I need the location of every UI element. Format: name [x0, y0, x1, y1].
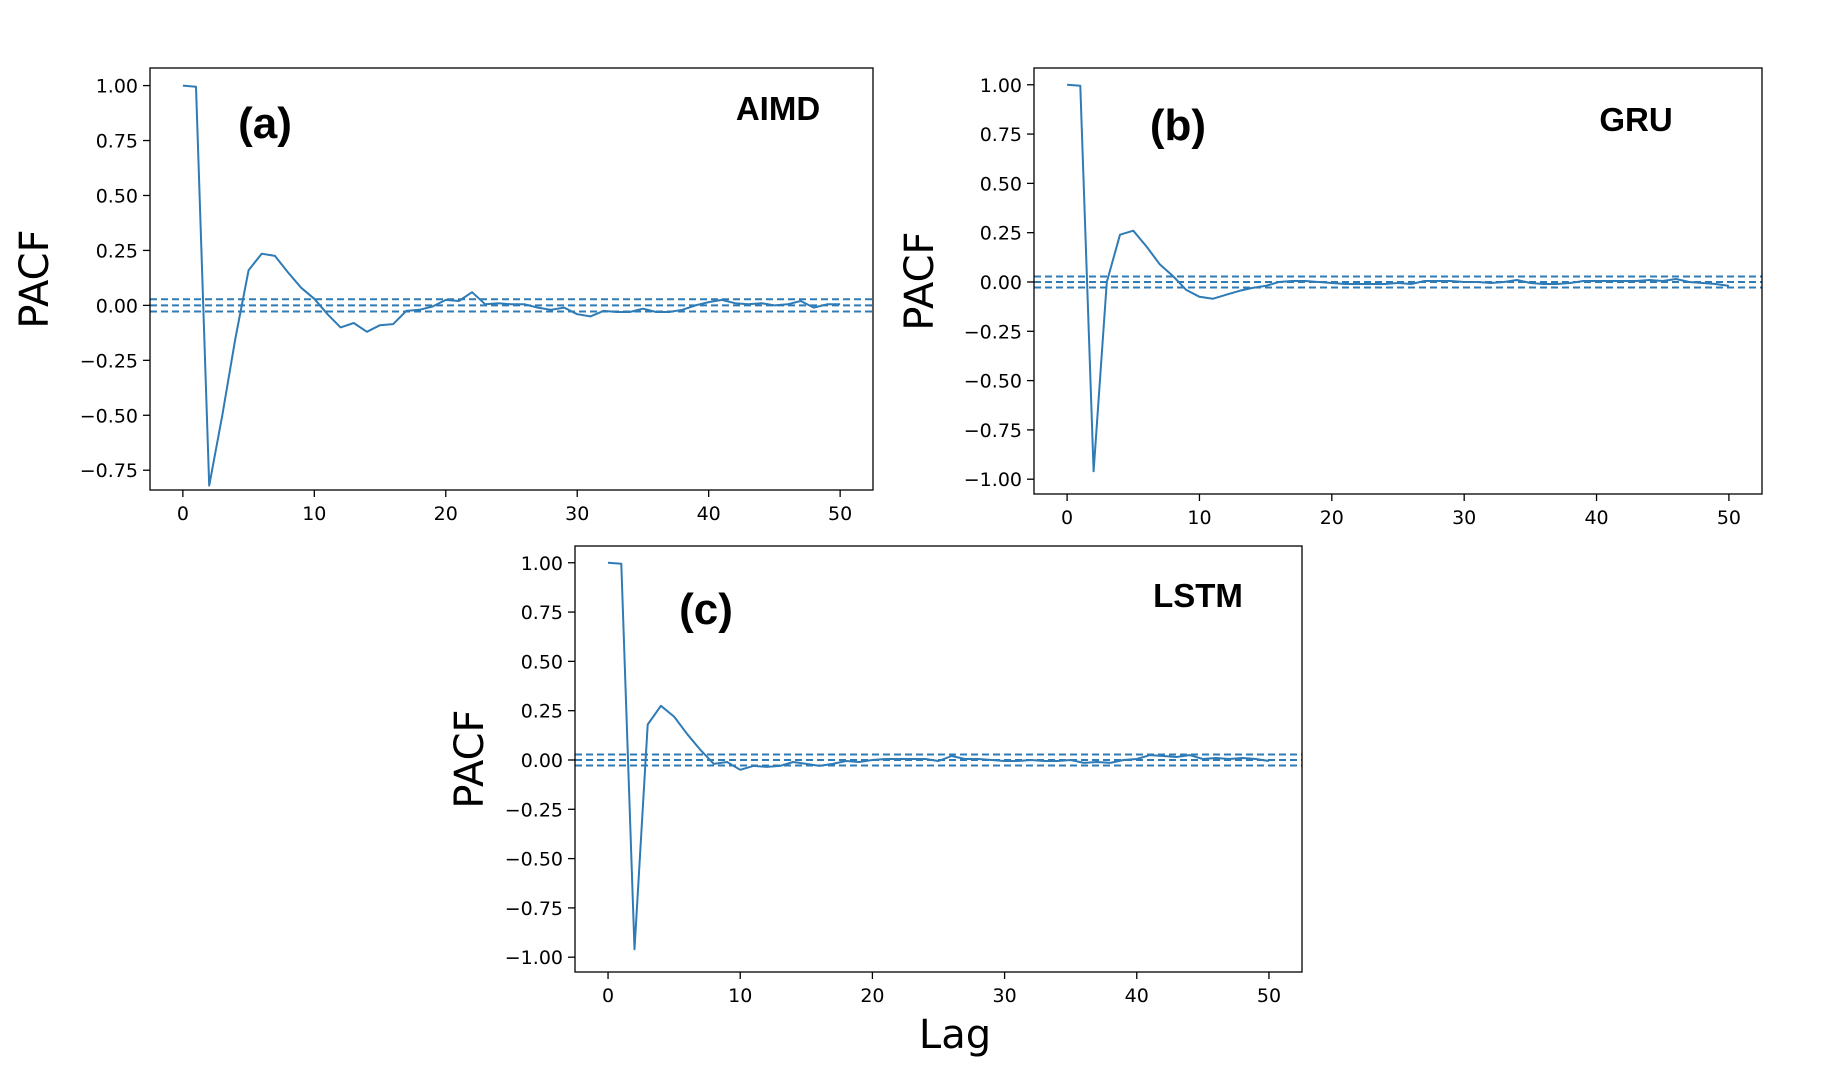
x-axis-label: Lag	[919, 1012, 991, 1058]
y-tick-label: −0.50	[505, 849, 563, 871]
y-tick-label: 0.25	[980, 223, 1022, 245]
pacf-series-line	[1067, 83, 1730, 473]
x-tick-label: 10	[302, 503, 326, 525]
model-name-label: LSTM	[1153, 577, 1243, 614]
y-tick-label: 0.75	[521, 602, 563, 624]
model-name-label: AIMD	[736, 90, 820, 127]
y-tick-label: 0.50	[96, 185, 138, 207]
y-tick-label: 0.75	[96, 131, 138, 153]
axes-frame	[149, 67, 874, 491]
x-tick-label: 30	[1452, 507, 1476, 529]
y-tick-label: −0.75	[80, 460, 138, 482]
y-tick-label: 1.00	[521, 553, 563, 575]
pacf-series-line	[182, 84, 841, 487]
y-axis-label: PACF	[12, 229, 58, 328]
x-tick-label: 30	[992, 985, 1016, 1007]
x-tick-label: 30	[565, 503, 589, 525]
panel-letter: (a)	[238, 99, 292, 148]
y-tick-label: 0.00	[521, 750, 563, 772]
x-tick-label: 10	[1187, 507, 1211, 529]
y-axis-label: PACF	[897, 231, 943, 330]
y-tick-label: −0.75	[964, 420, 1022, 442]
axes-frame	[574, 545, 1303, 973]
y-tick-label: −0.25	[80, 350, 138, 372]
panel-a: 0 10 20 30 40 50 1.00 0.75 0.50 0.25 0.00 −0.25 −0.5…	[12, 67, 874, 525]
y-tick-label: −1.00	[964, 469, 1022, 491]
y-tick-label: −0.25	[964, 321, 1022, 343]
y-axis-label: PACF	[447, 709, 493, 808]
y-tick-label: 0.00	[980, 272, 1022, 294]
y-tick-label: −1.00	[505, 947, 563, 969]
panel-c: 0 10 20 30 40 50 1.00 0.75 0.50 0.25 0.00 −0.25 −0.5…	[447, 545, 1303, 1007]
y-tick-label: −0.50	[80, 405, 138, 427]
x-tick-label: 20	[860, 985, 884, 1007]
pacf-series-line	[607, 561, 1270, 951]
y-tick-label: 0.75	[980, 124, 1022, 146]
y-tick-label: 1.00	[980, 75, 1022, 97]
x-tick-label: 0	[602, 985, 614, 1007]
model-name-label: GRU	[1599, 101, 1672, 138]
y-tick-label: 0.25	[96, 240, 138, 262]
y-tick-label: 0.00	[96, 295, 138, 317]
y-tick-label: −0.75	[505, 898, 563, 920]
x-tick-label: 20	[1320, 507, 1344, 529]
x-tick-label: 0	[177, 503, 189, 525]
y-tick-label: 0.25	[521, 701, 563, 723]
y-tick-label: 1.00	[96, 76, 138, 98]
x-tick-label: 40	[1125, 985, 1149, 1007]
x-tick-label: 10	[728, 985, 752, 1007]
y-tick-label: −0.50	[964, 371, 1022, 393]
panel-b: 0 10 20 30 40 50 1.00 0.75 0.50 0.25 0.00 −0.25 −0.5…	[897, 67, 1763, 529]
y-tick-label: −0.25	[505, 799, 563, 821]
x-tick-label: 50	[828, 503, 852, 525]
panel-letter: (b)	[1150, 101, 1206, 150]
x-tick-label: 50	[1717, 507, 1741, 529]
x-tick-label: 0	[1061, 507, 1073, 529]
y-tick-label: 0.50	[521, 651, 563, 673]
y-tick-label: 0.50	[980, 173, 1022, 195]
x-tick-label: 20	[434, 503, 458, 525]
x-tick-label: 40	[697, 503, 721, 525]
panel-letter: (c)	[679, 585, 733, 634]
axes-frame	[1033, 67, 1763, 495]
x-tick-label: 50	[1257, 985, 1281, 1007]
x-tick-label: 40	[1584, 507, 1608, 529]
